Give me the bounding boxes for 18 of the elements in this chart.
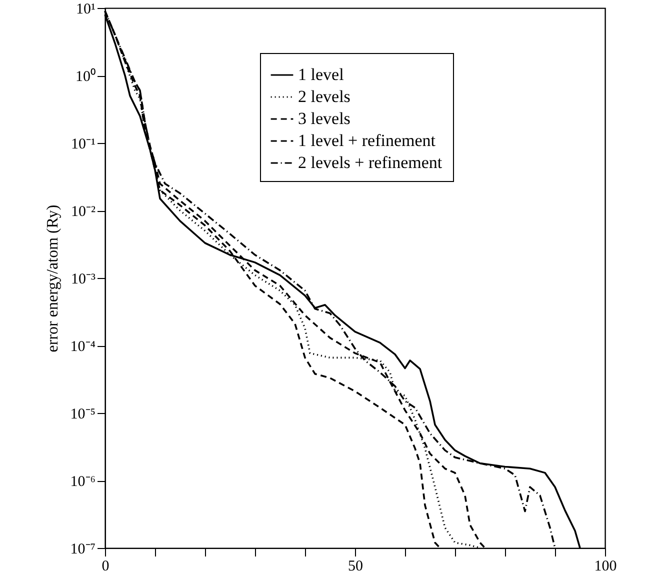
y-axis-title: error energy/atom (Ry) <box>44 204 62 352</box>
legend-label: 1 level + refinement <box>298 131 436 150</box>
x-tick-label: 0 <box>102 558 110 574</box>
legend-label: 2 levels <box>298 87 350 106</box>
y-tick-label: 10⁻⁵ <box>70 406 96 422</box>
y-tick-label: 10⁻¹ <box>71 136 96 152</box>
y-tick-label: 10⁻⁶ <box>70 474 96 490</box>
y-tick-label: 10⁻⁴ <box>70 339 96 355</box>
y-tick-label: 10⁻³ <box>71 272 96 288</box>
x-tick-label: 50 <box>348 558 363 574</box>
legend-label: 1 level <box>298 65 344 84</box>
legend-label: 3 levels <box>298 109 350 128</box>
x-tick-label: 100 <box>594 558 617 574</box>
y-tick-label: 10⁻² <box>71 204 96 220</box>
y-tick-label: 10¹ <box>76 2 96 18</box>
legend-label: 2 levels + refinement <box>298 153 442 172</box>
y-tick-label: 10⁻⁷ <box>70 542 96 558</box>
y-tick-label: 10⁰ <box>76 68 96 85</box>
